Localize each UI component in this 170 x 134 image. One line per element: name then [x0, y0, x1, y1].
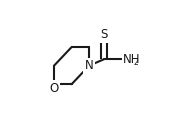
Text: 2: 2 — [133, 58, 138, 67]
Text: O: O — [49, 82, 59, 95]
Text: NH: NH — [123, 53, 141, 66]
Text: N: N — [85, 59, 94, 72]
Text: S: S — [100, 28, 107, 41]
